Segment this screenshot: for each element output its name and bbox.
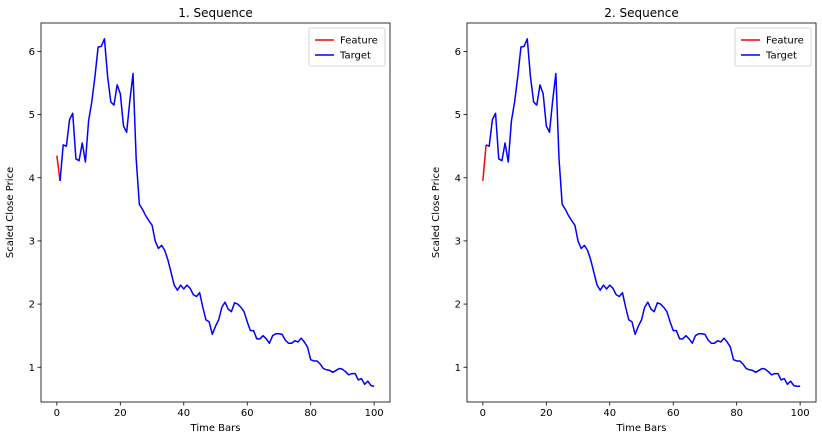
y-axis-label: Scaled Close Price [5,167,16,258]
y-tick-label: 4 [29,173,35,184]
x-tick-label: 60 [241,408,254,419]
x-tick-label: 100 [365,408,384,419]
x-axis-label: Time Bars [190,423,241,434]
series-line-target [485,38,801,387]
legend-box [734,27,812,67]
x-tick-label: 40 [177,408,190,419]
legend-box [308,27,386,67]
x-tick-label: 60 [667,408,680,419]
plot-frame [40,22,391,403]
x-tick-label: 100 [791,408,810,419]
series-line-feature [482,144,487,181]
legend-label: Feature [340,36,378,47]
y-tick-label: 2 [29,300,35,311]
x-tick-label: 80 [304,408,317,419]
y-tick-label: 6 [455,47,461,58]
y-axis-label: Scaled Close Price [431,167,442,258]
x-tick-label: 0 [480,408,486,419]
y-tick-label: 4 [455,173,461,184]
x-axis-label: Time Bars [616,423,667,434]
chart-panel-1: 1. Sequence 0 20 40 60 80 100 1 2 3 4 5 6 Time Bars Sc… [5,6,391,434]
chart-title: 1. Sequence [178,6,252,20]
y-tick-label: 2 [455,300,461,311]
y-tick-label: 6 [29,47,35,58]
y-tick-label: 1 [455,363,461,374]
y-tick-label: 5 [455,110,461,121]
y-tick-label: 3 [455,236,461,247]
x-tick-label: 20 [114,408,127,419]
x-tick-label: 0 [54,408,60,419]
legend-label: Target [765,51,797,62]
y-tick-label: 5 [29,110,35,121]
series-line-feature [56,155,61,182]
y-tick-label: 3 [29,236,35,247]
x-tick-label: 40 [603,408,616,419]
x-tick-label: 20 [540,408,553,419]
x-tick-label: 80 [730,408,743,419]
y-tick-label: 1 [29,363,35,374]
chart-title: 2. Sequence [604,6,678,20]
plot-frame [466,22,817,403]
series-line-target [59,38,375,387]
legend-label: Feature [766,36,804,47]
legend: Feature Target [734,27,812,67]
legend: Feature Target [308,27,386,67]
legend-label: Target [339,51,371,62]
chart-panel-2: 2. Sequence 0 20 40 60 80 100 1 2 3 4 5 6 Time Bars Sc… [431,6,817,434]
